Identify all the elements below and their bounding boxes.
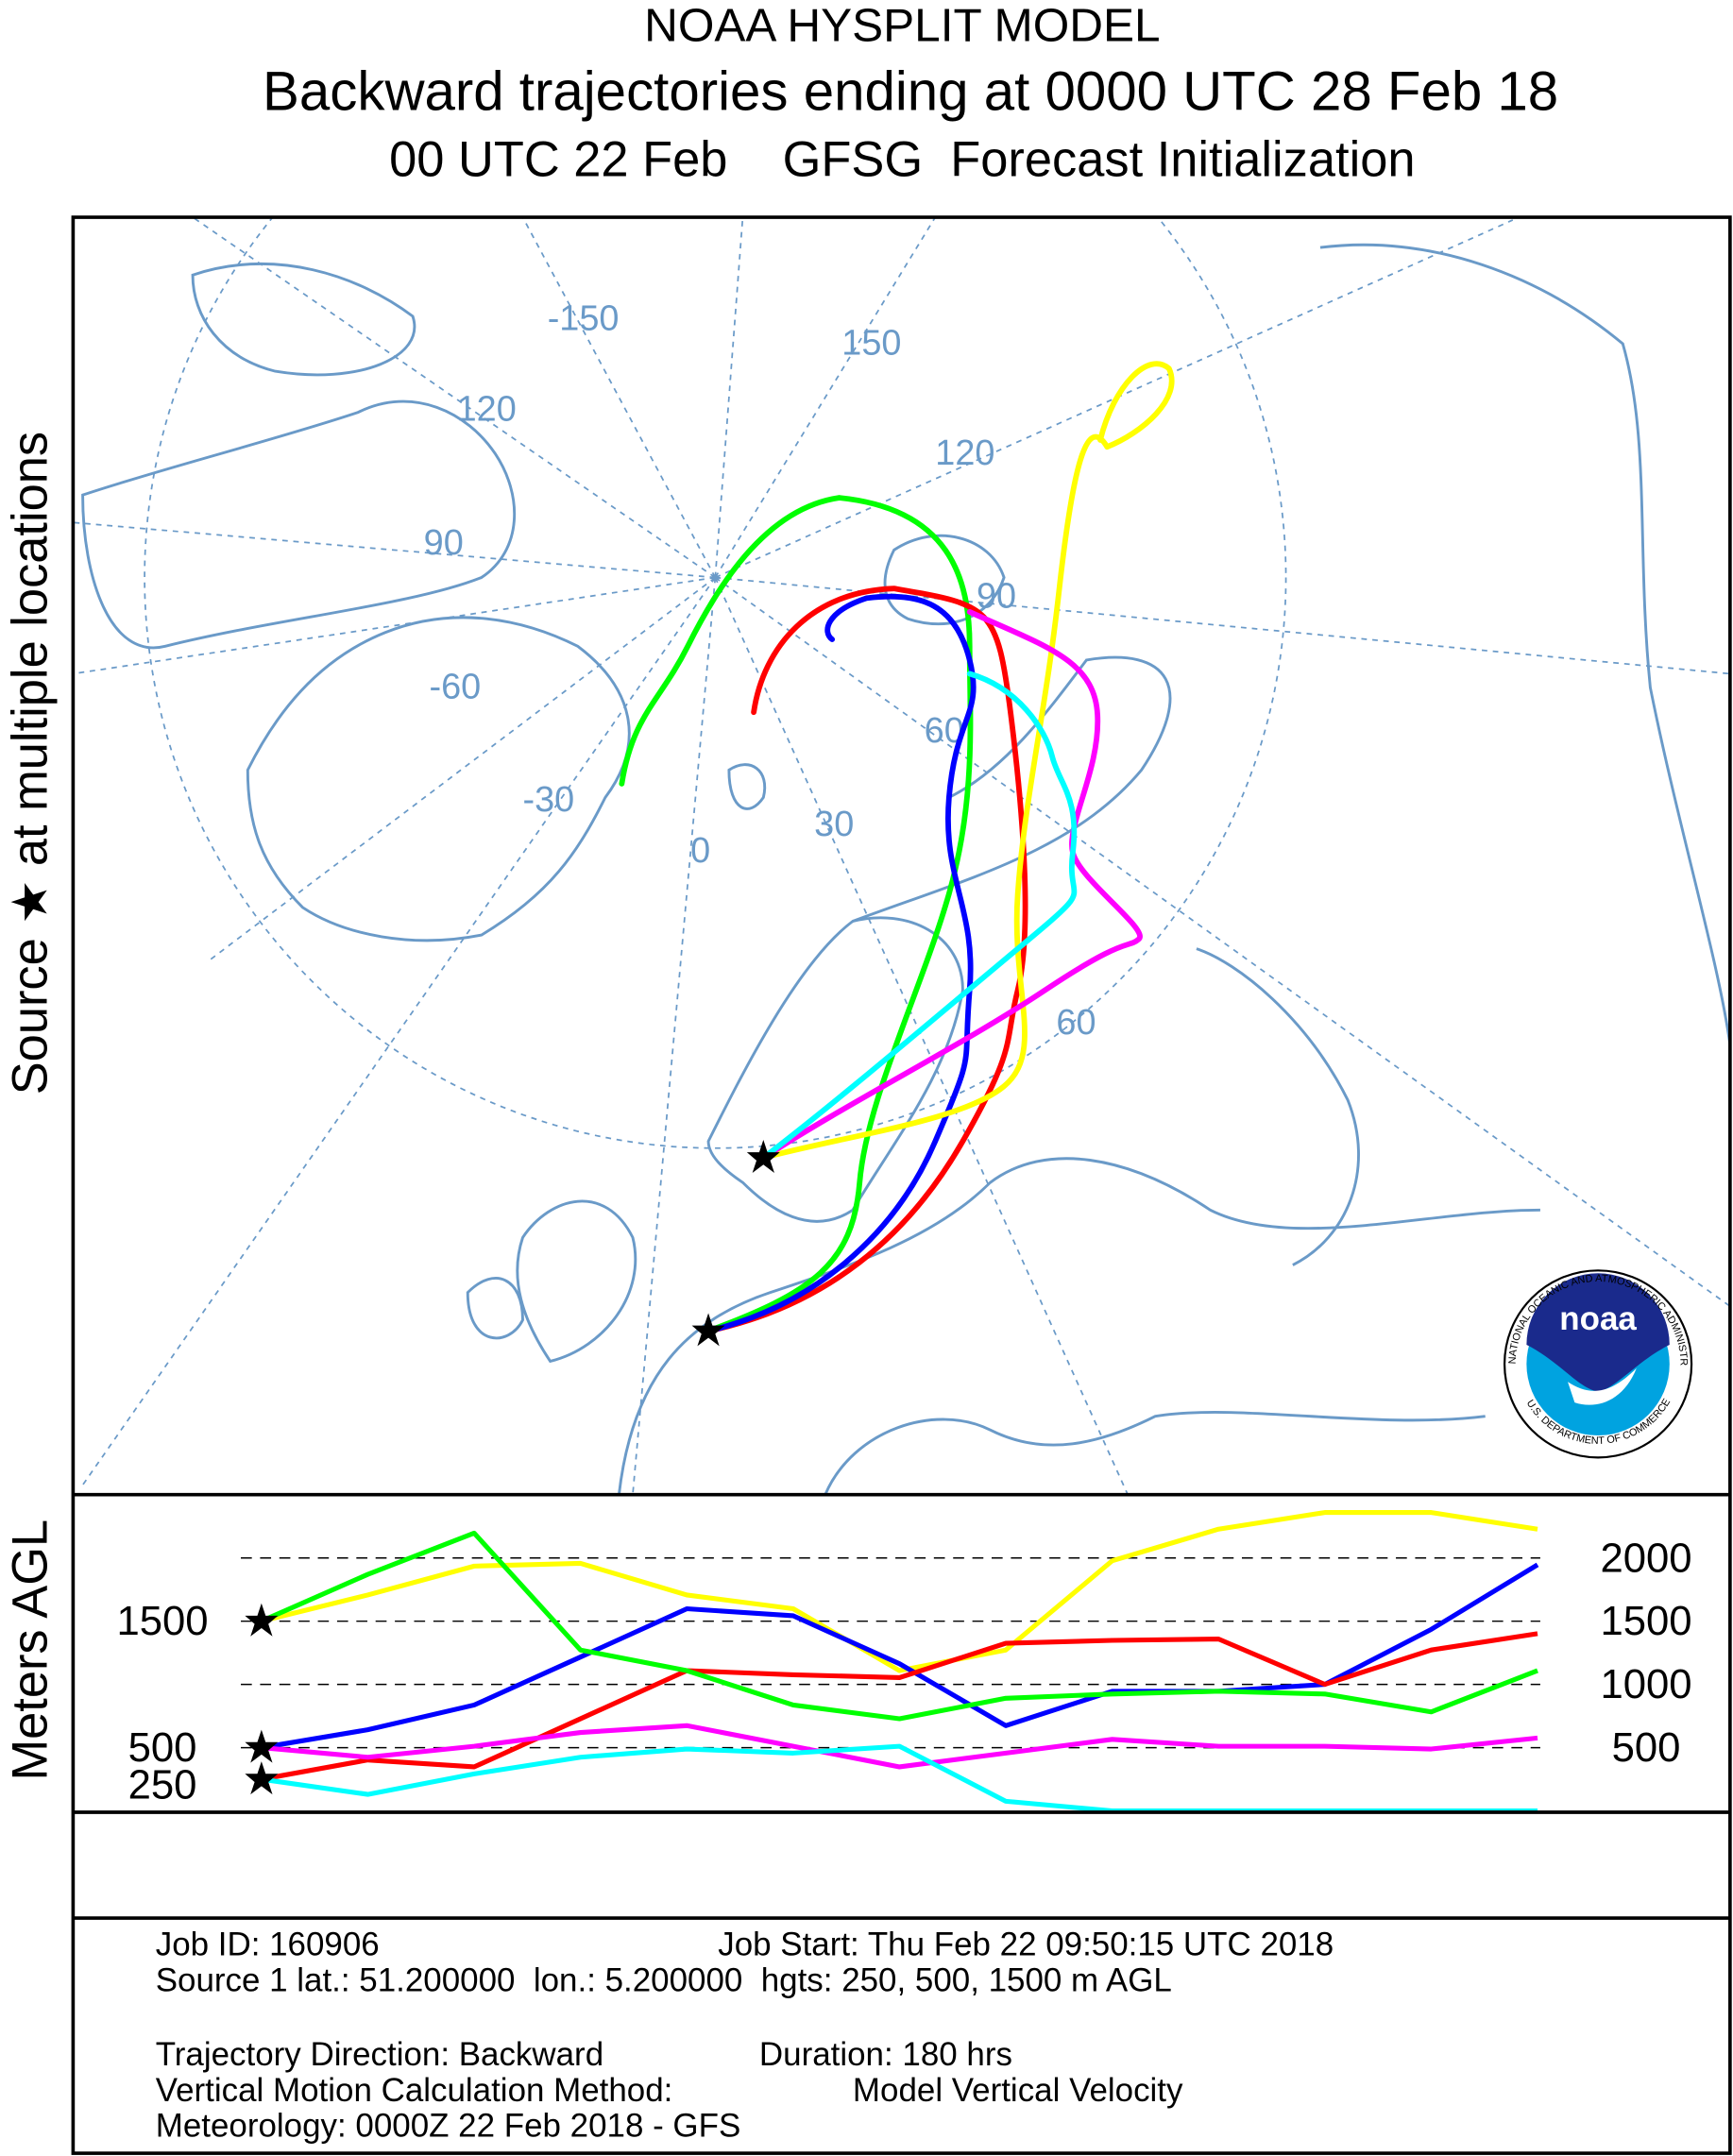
- frames: [71, 215, 1732, 2155]
- height-line: [260, 1530, 1538, 1722]
- coastlines: [81, 243, 1730, 1495]
- source-height-label: 250: [128, 1761, 197, 1808]
- footer-text: Trajectory Direction: Backward: [156, 2036, 603, 2073]
- y-tick-label: 2000: [1600, 1535, 1691, 1581]
- height-line: [261, 1723, 1538, 1770]
- source-star: [691, 1313, 725, 1347]
- footer: Job ID: 160906 Job Start: Thu Feb 22 09:…: [156, 1926, 1334, 2144]
- trajectory: [705, 593, 977, 1334]
- trajectory: [760, 671, 1078, 1161]
- grid-label: -30: [523, 780, 575, 820]
- footer-text: Source 1 lat.: 51.200000 lon.: 5.200000 …: [156, 1961, 1172, 1998]
- source-star: [245, 1761, 279, 1795]
- source-height-label: 500: [128, 1724, 197, 1771]
- grid-label: -150: [548, 298, 620, 338]
- grid-label: 0: [690, 831, 710, 871]
- side-label: Source ★ at multiple locations: [4, 432, 59, 1095]
- trajectory: [705, 586, 1028, 1334]
- footer-text: Model Vertical Velocity: [853, 2072, 1183, 2109]
- footer-text: Job Start: Thu Feb 22 09:50:15 UTC 2018: [718, 1926, 1334, 1962]
- height-line: [261, 1510, 1538, 1673]
- y-tick-label: 500: [1612, 1724, 1681, 1771]
- grid-label: 120: [935, 433, 994, 473]
- trajectory: [760, 609, 1143, 1161]
- grid-label: 120: [457, 390, 517, 430]
- source-star: [245, 1729, 279, 1763]
- y-tick-label: 1500: [1600, 1598, 1691, 1644]
- source-star: [746, 1140, 780, 1173]
- footer-text: Duration: 180 hrs: [759, 2036, 1012, 2073]
- subtitle: Backward trajectories ending at 0000 UTC…: [263, 60, 1558, 122]
- y-tick-label: 1000: [1600, 1661, 1691, 1707]
- map-labels: -150 150 120 120 90 90 -60 60 -30 30 0 6…: [424, 298, 1096, 1042]
- trajectories: [619, 361, 1175, 1334]
- footer-text: Vertical Motion Calculation Method:: [156, 2072, 673, 2109]
- axis-label: Meters AGL: [4, 1519, 59, 1781]
- meridians: [73, 217, 1730, 1495]
- footer-text: Job ID: 160906: [156, 1926, 380, 1962]
- grid-label: 90: [977, 577, 1016, 617]
- height-line: [261, 1631, 1538, 1782]
- grid-circle: [144, 217, 1287, 1149]
- footer-text: Meteorology: 0000Z 22 Feb 2018 - GFS: [156, 2108, 741, 2145]
- grid-label: -60: [429, 668, 481, 707]
- logo-name: noaa: [1559, 1300, 1637, 1337]
- source-height-label: 1500: [116, 1598, 208, 1644]
- grid-label: 30: [814, 805, 854, 844]
- grid-label: 150: [841, 324, 901, 364]
- title: NOAA HYSPLIT MODEL: [644, 0, 1161, 52]
- source-star: [245, 1603, 279, 1637]
- grid-label: 90: [424, 523, 464, 563]
- grid-label: 60: [1056, 1003, 1096, 1043]
- trajectory: [760, 361, 1175, 1161]
- subtitle: 00 UTC 22 Feb GFSG Forecast Initializati…: [389, 132, 1415, 187]
